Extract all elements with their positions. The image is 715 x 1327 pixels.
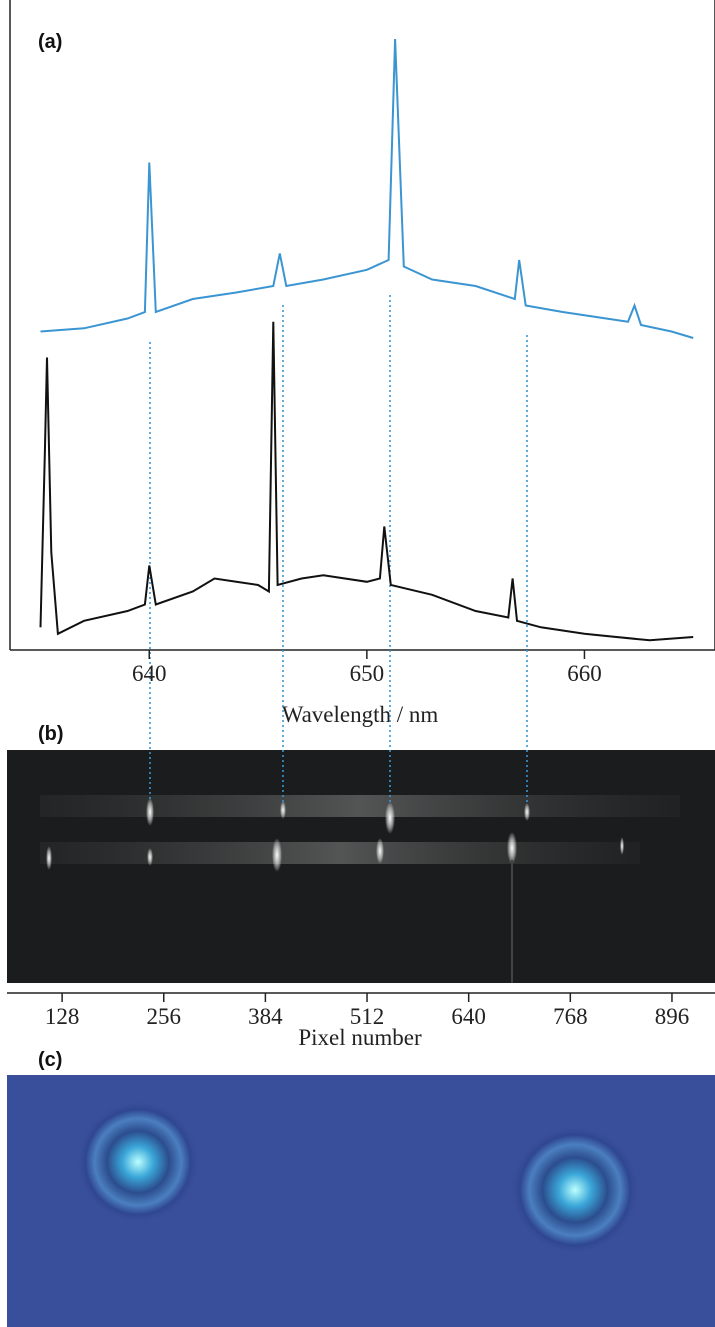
guide-lines xyxy=(149,295,528,805)
light-spot xyxy=(76,1100,200,1224)
spectrum-line xyxy=(40,38,694,339)
x-axis-label: Wavelength / nm xyxy=(282,702,439,727)
x-tick-label: 128 xyxy=(45,1004,80,1029)
x-tick-label: 896 xyxy=(655,1004,690,1029)
x-tick-label: 384 xyxy=(248,1004,283,1029)
spectrum-band xyxy=(40,795,680,817)
x-tick-label: 640 xyxy=(132,661,167,686)
panel-label: (b) xyxy=(38,723,64,745)
x-tick-label: 512 xyxy=(350,1004,385,1029)
light-spot xyxy=(510,1125,640,1255)
x-tick-label: 650 xyxy=(350,661,385,686)
x-tick-label: 660 xyxy=(567,661,602,686)
spectrum-band xyxy=(40,842,640,864)
x-tick-label: 768 xyxy=(553,1004,588,1029)
x-tick-label: 640 xyxy=(451,1004,486,1029)
panel-label: (a) xyxy=(38,31,62,53)
panel-label: (c) xyxy=(38,1049,62,1071)
ccd-image xyxy=(7,750,715,983)
x-axis-label: Pixel number xyxy=(298,1025,422,1050)
spectrum-line xyxy=(39,321,694,642)
x-tick-label: 256 xyxy=(147,1004,182,1029)
emission-spots xyxy=(46,798,624,983)
